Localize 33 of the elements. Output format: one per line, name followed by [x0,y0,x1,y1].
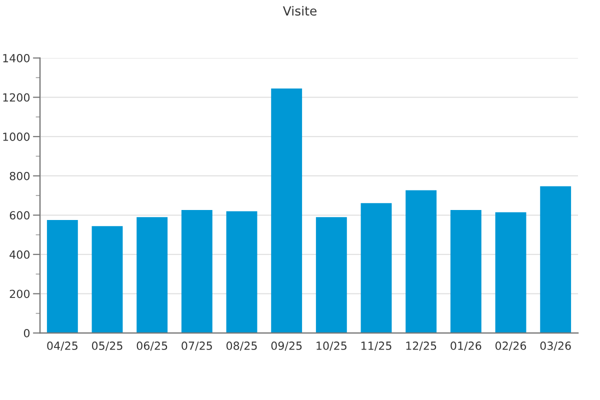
bar [46,220,78,333]
x-tick-label: 06/25 [136,342,168,351]
chart-title: Visite [282,6,316,16]
y-tick-label: 1200 [3,93,30,102]
y-tick-label: 400 [10,250,30,259]
bar [271,88,302,333]
bar [540,186,572,333]
x-tick-label: 03/26 [540,342,571,351]
x-tick-label: 08/25 [226,342,257,351]
bar [450,210,482,333]
x-tick-label: 07/25 [182,342,212,351]
y-tick-label: 200 [10,290,30,298]
bar [495,212,526,333]
y-tick-label: 0 [24,328,30,338]
bar [136,217,168,333]
bar [360,203,392,333]
x-tick-label: 10/25 [316,342,346,351]
y-tick-label: 1000 [3,132,30,141]
y-tick-label: 800 [10,172,30,180]
x-tick-label: 04/25 [47,342,78,351]
bar [316,217,347,333]
x-tick-label: 09/25 [271,342,302,351]
y-tick-label: 1400 [3,54,30,62]
x-tick-label: 11/25 [361,342,392,351]
bar [181,210,212,333]
bar [226,211,258,333]
x-tick-label: 02/26 [495,342,526,351]
bar [406,190,437,333]
x-tick-label: 01/26 [450,342,482,351]
y-tick-label: 600 [10,211,30,220]
x-tick-label: 05/25 [92,342,122,351]
bar [92,226,123,333]
x-tick-label: 12/25 [406,342,436,351]
